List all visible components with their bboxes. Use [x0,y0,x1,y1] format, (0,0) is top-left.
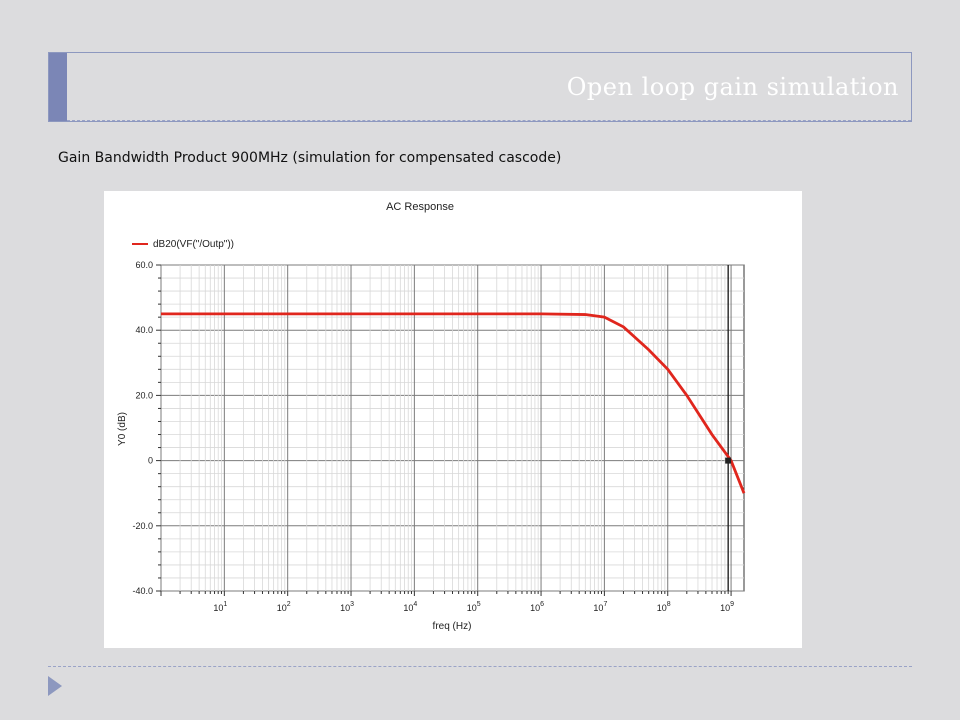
footer-arrow-icon [48,676,62,696]
ac-response-chart: AC Response dB20(VF("/Outp")) 60.0 40.0 20… [117,201,746,632]
y-tick-label: -20.0 [132,521,153,531]
series-line [161,312,746,494]
slide-subtitle: Gain Bandwidth Product 900MHz (simulatio… [58,150,562,166]
title-divider [67,120,911,121]
x-tick-label: 107 [593,601,607,613]
y-tick-label: 60.0 [135,260,153,270]
y-tick-label: 40.0 [135,325,153,335]
x-tick-label: 105 [467,601,481,613]
y-tick-label: 0 [148,456,153,466]
x-tick-label: 103 [340,601,354,613]
grid-lines [160,264,744,592]
x-tick-label: 109 [720,601,734,613]
x-axis-label: freq (Hz) [433,621,472,632]
chart-title: AC Response [386,201,454,213]
y-tick-label: 20.0 [135,390,153,400]
y-tick-label: -40.0 [132,586,153,596]
x-tick-label: 106 [530,601,544,613]
slide-title: Open loop gain simulation [566,73,899,101]
chart-frame: AC Response dB20(VF("/Outp")) 60.0 40.0 20… [104,191,802,648]
title-accent-bar [49,53,67,121]
x-tick-label: 108 [657,601,671,613]
legend-label: dB20(VF("/Outp")) [153,239,234,250]
y-axis-label: Y0 (dB) [117,412,128,446]
x-tick-label: 102 [277,601,291,613]
tick-labels: 60.0 40.0 20.0 0 -20.0 -40.0 101 102 103 104 105 10… [132,260,734,613]
title-band: Open loop gain simulation [48,52,912,122]
x-tick-label: 104 [403,601,417,613]
data-marker [725,457,732,464]
axes [156,264,732,596]
footer-divider [48,666,912,667]
x-tick-label: 101 [213,601,227,613]
